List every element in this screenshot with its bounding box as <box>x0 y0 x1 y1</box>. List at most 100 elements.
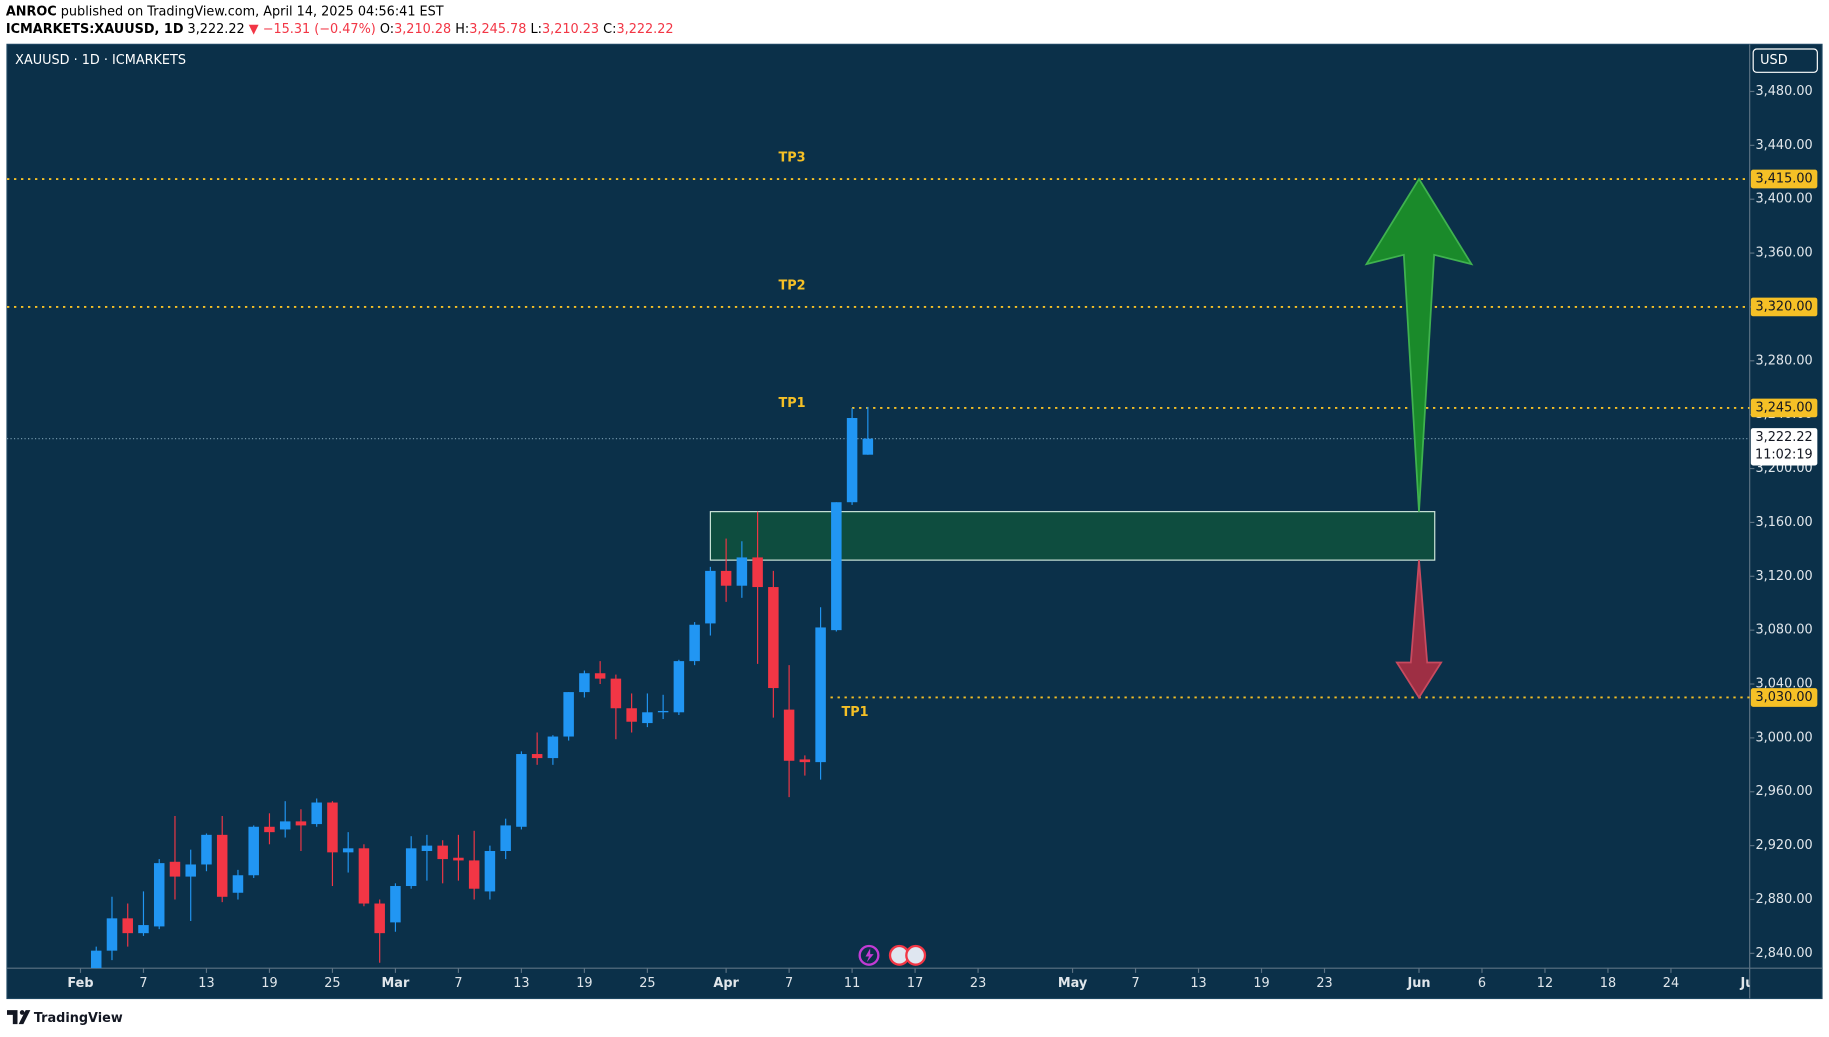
zone <box>709 511 1436 561</box>
x-tick-label: 25 <box>324 976 340 991</box>
level-label: 3,415.00 <box>1756 172 1813 187</box>
level-box <box>1750 688 1818 707</box>
event-icons <box>858 944 927 966</box>
candle-body <box>799 759 811 763</box>
x-tick-label: 7 <box>139 976 147 991</box>
plot-area: TP3 TP2 TP1 TP1 <box>6 151 1750 969</box>
candle-body <box>689 624 700 662</box>
candle-body <box>390 886 401 923</box>
x-tick-label: 17 <box>907 976 923 991</box>
y-tick-label: 3,080.00 <box>1756 623 1813 638</box>
level-label: 3,245.00 <box>1756 400 1813 415</box>
y-tick-label: 2,840.00 <box>1756 946 1813 961</box>
l-label: L: <box>530 22 541 37</box>
x-tick-label: 13 <box>1190 976 1206 991</box>
l: 3,210.23 <box>542 22 599 37</box>
level-box <box>1750 398 1818 418</box>
candle-body <box>815 627 826 763</box>
x-tick-label: 7 <box>1131 976 1139 991</box>
candle-body <box>437 845 448 860</box>
x-tick-label: 6 <box>1478 976 1486 991</box>
candle-body <box>531 754 543 759</box>
candle-body <box>295 821 307 826</box>
event-icon <box>865 948 874 963</box>
x-tick-label: May <box>1058 976 1088 991</box>
logo-mark <box>6 1010 31 1025</box>
y-tick-label: 3,480.00 <box>1756 84 1813 99</box>
y-tick-label: 3,280.00 <box>1756 353 1813 368</box>
candle-body <box>122 918 133 934</box>
x-tick-label: 24 <box>1663 976 1679 991</box>
candle-body <box>90 950 102 969</box>
currency-box <box>1752 48 1818 73</box>
candle-body <box>547 736 559 759</box>
time-axis: Feb 7 13 19 25 Mar 7 13 19 25 Apr 7 11 17 23 May 7 13 19 23… <box>67 968 1759 991</box>
quote-line: ICMARKETS:XAUUSD, 1D 3,222.22 ▼ −15.31 (… <box>6 22 674 37</box>
candle-body <box>720 570 732 586</box>
y-tick-label: 2,960.00 <box>1756 784 1813 799</box>
c: 3,222.22 <box>616 22 673 37</box>
level-name: TP2 <box>778 278 805 293</box>
o-label: O: <box>380 22 394 37</box>
candle-body <box>327 802 338 853</box>
arrow-down <box>1395 560 1443 700</box>
current-price-box <box>1750 428 1818 466</box>
level-label: 3,320.00 <box>1756 299 1813 314</box>
x-tick-label: 13 <box>513 976 529 991</box>
x-tick-label: 23 <box>970 976 986 991</box>
level-box <box>1750 297 1818 317</box>
candle-body <box>484 851 496 892</box>
candle-body <box>862 438 874 455</box>
x-tick-label: Apr <box>713 976 739 991</box>
logo-mark <box>19 1010 25 1015</box>
candle-body <box>342 848 354 853</box>
level-name: TP3 <box>778 151 805 166</box>
candle-body <box>468 860 480 889</box>
h-label: H: <box>455 22 469 37</box>
candle-body <box>232 875 244 893</box>
y-tick-label: 3,120.00 <box>1756 569 1813 584</box>
candle-body <box>831 502 842 631</box>
currency: USD <box>1760 53 1788 68</box>
level-name: TP1 <box>841 705 868 720</box>
logo <box>6 1010 31 1025</box>
candle-body <box>516 754 527 827</box>
x-tick-label: 7 <box>785 976 793 991</box>
candle-body <box>216 834 228 897</box>
candle-body <box>185 864 196 877</box>
countdown: 11:02:19 <box>1755 447 1813 462</box>
current-price-label: 3,222.22 <box>1756 430 1813 445</box>
candle-body <box>594 673 606 679</box>
candle-body <box>374 903 385 934</box>
candle-body <box>421 845 433 852</box>
x-tick-label: Jul <box>1740 976 1759 991</box>
candle-body <box>610 678 622 709</box>
candle-body <box>248 826 259 876</box>
y-tick-label: 3,160.00 <box>1756 515 1813 530</box>
candle-body <box>279 821 291 830</box>
candle-body <box>500 825 511 852</box>
x-tick-label: Mar <box>382 976 410 991</box>
candle-body <box>264 826 275 833</box>
candle-body <box>311 802 322 825</box>
h: 3,245.78 <box>469 22 526 37</box>
y-tick-label: 2,920.00 <box>1756 838 1813 853</box>
x-tick-label: 11 <box>844 976 860 991</box>
symbol: ICMARKETS:XAUUSD, 1D <box>6 22 184 37</box>
candle-body <box>768 587 779 689</box>
c-label: C: <box>603 22 616 37</box>
candle-body <box>405 848 417 887</box>
candle-body <box>106 918 118 951</box>
candle-body <box>563 692 574 737</box>
y-tick-label: 3,360.00 <box>1756 246 1813 261</box>
candle-body <box>169 861 181 877</box>
level-name: TP1 <box>778 396 805 411</box>
candle-body <box>783 709 795 761</box>
candle-body <box>579 673 590 693</box>
published: published on TradingView.com, April 14, … <box>61 4 444 19</box>
x-tick-label: 18 <box>1600 976 1616 991</box>
x-tick-label: 12 <box>1537 976 1553 991</box>
o: 3,210.28 <box>394 22 451 37</box>
candle-body <box>736 557 748 586</box>
candle-body <box>642 712 653 724</box>
